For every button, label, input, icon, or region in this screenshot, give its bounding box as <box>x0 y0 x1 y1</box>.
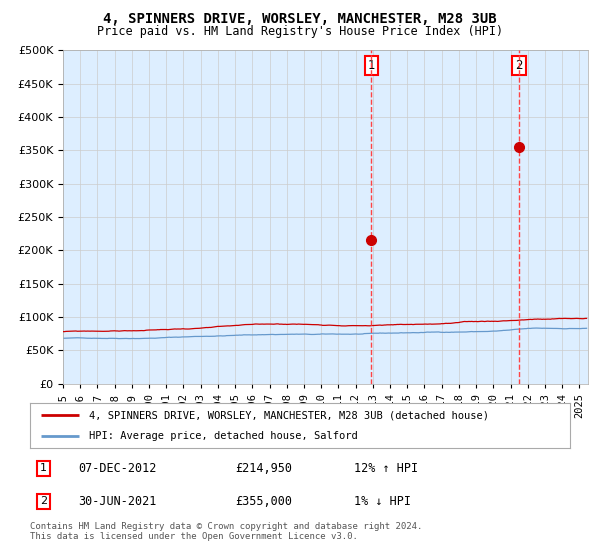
Text: 1% ↓ HPI: 1% ↓ HPI <box>354 495 411 508</box>
Text: 12% ↑ HPI: 12% ↑ HPI <box>354 462 418 475</box>
Text: 2: 2 <box>515 59 523 72</box>
Text: 1: 1 <box>368 59 375 72</box>
Text: Price paid vs. HM Land Registry's House Price Index (HPI): Price paid vs. HM Land Registry's House … <box>97 25 503 38</box>
Text: 2: 2 <box>40 497 47 506</box>
Text: £355,000: £355,000 <box>235 495 292 508</box>
Text: £214,950: £214,950 <box>235 462 292 475</box>
Text: 4, SPINNERS DRIVE, WORSLEY, MANCHESTER, M28 3UB (detached house): 4, SPINNERS DRIVE, WORSLEY, MANCHESTER, … <box>89 410 490 421</box>
Text: Contains HM Land Registry data © Crown copyright and database right 2024.
This d: Contains HM Land Registry data © Crown c… <box>30 522 422 542</box>
Text: 4, SPINNERS DRIVE, WORSLEY, MANCHESTER, M28 3UB: 4, SPINNERS DRIVE, WORSLEY, MANCHESTER, … <box>103 12 497 26</box>
Text: HPI: Average price, detached house, Salford: HPI: Average price, detached house, Salf… <box>89 431 358 441</box>
Text: 1: 1 <box>40 464 47 473</box>
Text: 30-JUN-2021: 30-JUN-2021 <box>79 495 157 508</box>
Text: 07-DEC-2012: 07-DEC-2012 <box>79 462 157 475</box>
